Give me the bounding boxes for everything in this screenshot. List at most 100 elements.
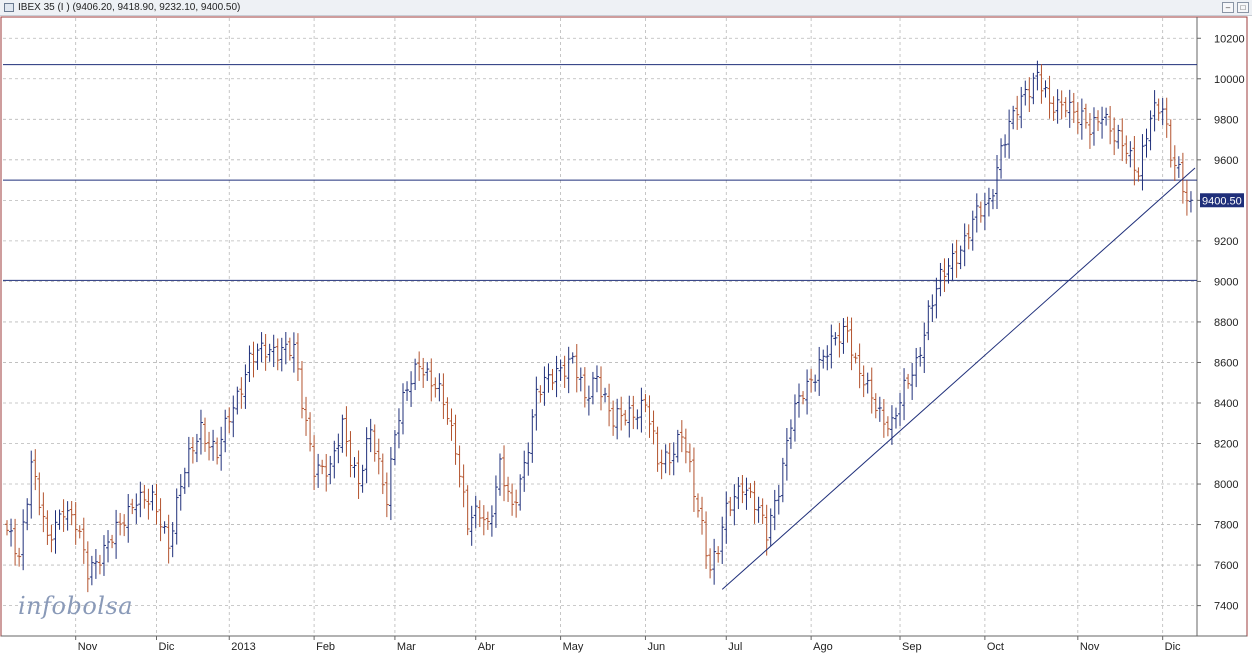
ohlc-bar [748,483,753,499]
ohlc-bar [934,277,939,319]
ohlc-bar [1055,89,1060,124]
window-title: IBEX 35 (I ) (9406.20, 9418.90, 9232.10,… [18,2,241,13]
ohlc-bar [33,449,38,491]
ohlc-bar [122,514,127,537]
ohlc-bar [57,509,62,530]
ohlc-bar [603,387,608,403]
ohlc-bar [1083,103,1088,129]
ohlc-bar [570,352,575,364]
ohlc-bar [562,355,567,388]
ohlc-bar [469,505,474,546]
ohlc-bar [1067,89,1072,128]
ohlc-bar [251,341,256,378]
ohlc-bar [65,501,70,531]
ohlc-bar [582,367,587,408]
ohlc-bar [675,429,680,463]
ohlc-bar [227,407,232,434]
ohlc-bar [558,359,563,381]
ohlc-bar [857,343,862,389]
ohlc-bar [954,239,959,278]
ohlc-bar [780,457,785,503]
ohlc-bar [732,484,737,526]
ohlc-bar [809,368,814,393]
ohlc-bar [449,408,454,441]
ohlc-bar [1168,119,1173,168]
ohlc-bar [332,440,337,479]
ohlc-bar [784,428,789,481]
ohlc-bar [970,210,975,251]
ohlc-bar [1051,96,1056,121]
y-tick-label: 8000 [1214,479,1238,491]
ohlc-bar [586,385,591,416]
ohlc-bar [760,498,765,525]
ohlc-bar [978,201,983,223]
ohlc-bar [728,496,733,517]
y-tick-label: 8800 [1214,317,1238,329]
ohlc-bar [538,385,543,403]
x-tick-label: Dic [159,641,175,653]
ohlc-bar [594,365,599,393]
trendline [721,167,1196,590]
y-tick-label: 7400 [1214,601,1238,613]
ohlc-bar [1144,128,1149,158]
ohlc-bar [441,373,446,420]
ohlc-bar [134,493,139,524]
minimize-icon[interactable]: – [1222,2,1234,13]
ohlc-bar [97,554,102,575]
ohlc-bar [299,361,304,419]
ohlc-bar [986,187,991,217]
ohlc-bar [142,484,147,509]
ohlc-bar [61,499,66,532]
ohlc-bar [1176,156,1181,178]
ohlc-bar [542,366,547,406]
ohlc-bar [659,449,664,480]
ohlc-bar [372,424,377,462]
ohlc-bar [877,396,882,422]
ohlc-bar [578,367,583,392]
ohlc-bar [1091,107,1096,146]
ohlc-bar [114,509,119,559]
ohlc-bar [146,488,151,520]
ohlc-bar [902,368,907,421]
last-value-label: 9400.50 [1200,193,1244,208]
ohlc-bar [788,419,793,449]
ohlc-bar [25,498,30,531]
ohlc-bar [384,472,389,518]
ohlc-bar [461,464,466,508]
ohlc-bar [506,476,511,502]
ohlc-bar [752,480,757,524]
ohlc-bar [1164,97,1169,138]
ohlc-bar [724,491,729,544]
ohlc-bar [1071,92,1076,123]
ohlc-bar [126,494,131,543]
ohlc-bar [740,474,745,504]
ohlc-bar [85,541,90,593]
ohlc-bar [1011,105,1016,130]
ohlc-bar [324,454,329,492]
ohlc-bar [69,501,74,526]
ohlc-bar [813,374,818,392]
ohlc-bar [1160,98,1165,126]
ohlc-bar [243,364,248,409]
y-tick-label: 9200 [1214,236,1238,248]
ohlc-bar [995,154,999,210]
ohlc-bar [190,437,195,464]
ohlc-bar [946,258,951,284]
ohlc-bar [776,484,781,515]
ohlc-bar [77,525,82,539]
ohlc-bar [982,193,987,231]
ohlc-bar [348,431,353,478]
ohlc-bar [873,393,878,419]
maximize-icon[interactable]: □ [1237,2,1249,13]
y-tick-label: 10200 [1214,33,1245,45]
ohlc-bar [352,457,357,478]
price-bars [5,60,1193,593]
ohlc-bar [53,510,58,554]
x-tick-label: Abr [478,641,495,653]
ohlc-bar [1007,109,1012,159]
ohlc-bar [590,371,595,405]
ohlc-bar [21,509,26,571]
ohlc-bar [182,467,187,494]
ohlc-bar [833,332,838,346]
ohlc-bar [518,474,523,511]
